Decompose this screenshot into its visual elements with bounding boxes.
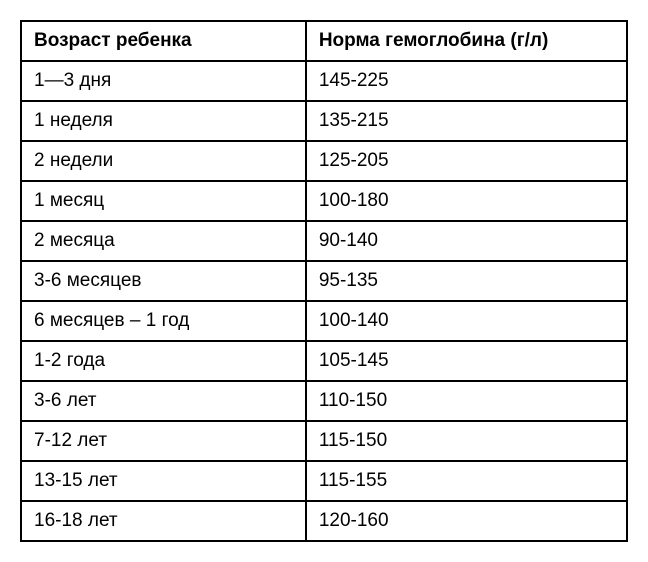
cell-norm: 100-140 <box>306 301 627 341</box>
cell-norm: 105-145 <box>306 341 627 381</box>
table-header-row: Возраст ребенка Норма гемоглобина (г/л) <box>21 21 627 61</box>
cell-norm: 115-150 <box>306 421 627 461</box>
cell-norm: 135-215 <box>306 101 627 141</box>
cell-age: 13-15 лет <box>21 461 306 501</box>
table-row: 13-15 лет 115-155 <box>21 461 627 501</box>
table-row: 1—3 дня 145-225 <box>21 61 627 101</box>
cell-norm: 95-135 <box>306 261 627 301</box>
cell-norm: 90-140 <box>306 221 627 261</box>
cell-norm: 110-150 <box>306 381 627 421</box>
table-row: 2 недели 125-205 <box>21 141 627 181</box>
cell-norm: 120-160 <box>306 501 627 541</box>
table-row: 1 неделя 135-215 <box>21 101 627 141</box>
table-row: 6 месяцев – 1 год 100-140 <box>21 301 627 341</box>
cell-age: 2 месяца <box>21 221 306 261</box>
cell-age: 3-6 месяцев <box>21 261 306 301</box>
table-row: 3-6 лет 110-150 <box>21 381 627 421</box>
table-row: 3-6 месяцев 95-135 <box>21 261 627 301</box>
cell-norm: 115-155 <box>306 461 627 501</box>
cell-age: 1 месяц <box>21 181 306 221</box>
cell-age: 6 месяцев – 1 год <box>21 301 306 341</box>
cell-age: 7-12 лет <box>21 421 306 461</box>
cell-age: 2 недели <box>21 141 306 181</box>
cell-age: 16-18 лет <box>21 501 306 541</box>
table-row: 16-18 лет 120-160 <box>21 501 627 541</box>
cell-age: 3-6 лет <box>21 381 306 421</box>
header-age: Возраст ребенка <box>21 21 306 61</box>
table-row: 2 месяца 90-140 <box>21 221 627 261</box>
table-row: 1-2 года 105-145 <box>21 341 627 381</box>
cell-age: 1-2 года <box>21 341 306 381</box>
cell-age: 1—3 дня <box>21 61 306 101</box>
cell-norm: 100-180 <box>306 181 627 221</box>
cell-norm: 125-205 <box>306 141 627 181</box>
header-norm: Норма гемоглобина (г/л) <box>306 21 627 61</box>
hemoglobin-norms-table: Возраст ребенка Норма гемоглобина (г/л) … <box>20 20 628 542</box>
table-row: 1 месяц 100-180 <box>21 181 627 221</box>
cell-norm: 145-225 <box>306 61 627 101</box>
table-row: 7-12 лет 115-150 <box>21 421 627 461</box>
cell-age: 1 неделя <box>21 101 306 141</box>
